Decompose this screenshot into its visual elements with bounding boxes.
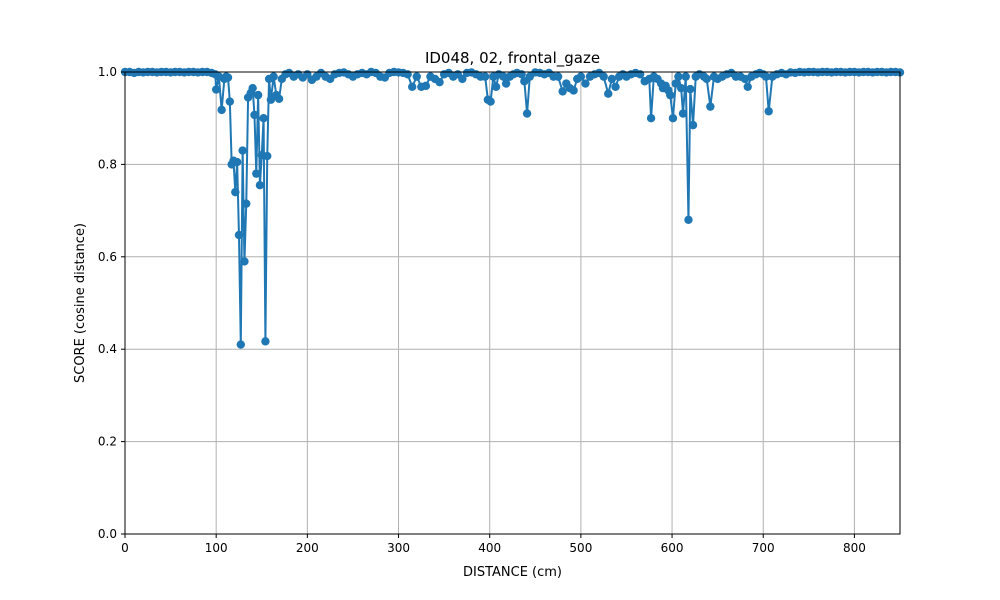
data-point: [764, 107, 773, 116]
data-point: [408, 82, 417, 91]
data-point: [558, 87, 567, 96]
x-tick-label: 100: [205, 541, 228, 555]
data-point: [480, 72, 490, 81]
data-point: [743, 82, 752, 91]
data-point: [522, 109, 532, 118]
data-point: [740, 74, 750, 84]
data-point: [576, 72, 586, 81]
data-point: [236, 340, 245, 349]
data-point: [255, 180, 265, 190]
data-point: [666, 90, 675, 100]
data-point: [604, 89, 613, 98]
data-point: [684, 215, 693, 225]
data-point: [231, 187, 240, 197]
y-axis-label: SCORE (cosine distance): [73, 223, 88, 383]
data-point: [611, 82, 620, 91]
data-point: [499, 72, 508, 81]
data-point: [435, 77, 444, 87]
data-point: [263, 151, 272, 161]
data-point: [232, 157, 242, 167]
data-point: [211, 85, 221, 94]
data-point: [240, 257, 249, 266]
data-point: [501, 79, 511, 88]
data-point: [553, 72, 563, 81]
y-tick-label: 1.0: [98, 65, 117, 79]
data-point: [412, 72, 421, 81]
x-axis-label: DISTANCE (cm): [463, 565, 562, 580]
data-point: [635, 70, 645, 79]
y-tick-label: 0.2: [98, 435, 117, 449]
y-tick-label: 0.0: [98, 527, 117, 541]
data-point: [668, 114, 678, 123]
data-point: [761, 72, 771, 81]
x-tick-label: 600: [661, 541, 684, 555]
data-point: [681, 72, 690, 81]
x-axis-ticks: 0 100 200 300 400 500 600 700 800: [121, 534, 866, 555]
data-point: [599, 72, 608, 81]
data-point: [486, 97, 495, 106]
data-point: [458, 74, 467, 84]
y-tick-label: 0.8: [98, 157, 117, 171]
data-point: [676, 83, 686, 93]
data-point: [491, 82, 501, 91]
data-point: [225, 97, 235, 106]
y-tick-label: 0.4: [98, 342, 117, 356]
x-tick-label: 700: [752, 541, 775, 555]
data-point: [706, 102, 715, 111]
data-point: [646, 114, 656, 123]
x-tick-label: 400: [478, 541, 501, 555]
data-point: [274, 94, 284, 103]
data-point: [261, 337, 270, 346]
data-point: [266, 95, 276, 104]
data-point: [688, 120, 698, 130]
data-point: [234, 230, 244, 240]
x-tick-label: 500: [569, 541, 592, 555]
x-tick-label: 800: [843, 541, 866, 555]
data-point: [250, 110, 259, 120]
data-point: [678, 109, 688, 118]
data-point: [269, 72, 278, 81]
data-point: [569, 86, 578, 95]
data-point: [252, 169, 261, 178]
data-point: [686, 84, 695, 94]
y-axis-ticks: 0.0 0.2 0.4 0.6 0.8 1.0: [98, 65, 125, 541]
data-point: [581, 79, 590, 88]
data-point: [403, 70, 412, 79]
data-point: [421, 81, 431, 91]
data-point: [223, 73, 233, 82]
data-point: [607, 74, 617, 84]
data-point: [674, 72, 683, 81]
y-tick-label: 0.6: [98, 250, 117, 264]
data-point: [238, 146, 247, 155]
data-point: [259, 114, 268, 123]
data-point: [217, 105, 226, 115]
x-tick-label: 200: [296, 541, 319, 555]
x-tick-label: 0: [121, 541, 129, 555]
data-point: [671, 79, 680, 88]
plot-frame: [124, 71, 901, 535]
data-point: [242, 199, 251, 208]
data-point: [520, 77, 529, 86]
data-point: [702, 74, 711, 84]
data-point: [248, 83, 257, 93]
data-point: [253, 90, 263, 100]
x-tick-label: 300: [387, 541, 410, 555]
chart-title: ID048, 02, frontal_gaze: [425, 49, 600, 68]
